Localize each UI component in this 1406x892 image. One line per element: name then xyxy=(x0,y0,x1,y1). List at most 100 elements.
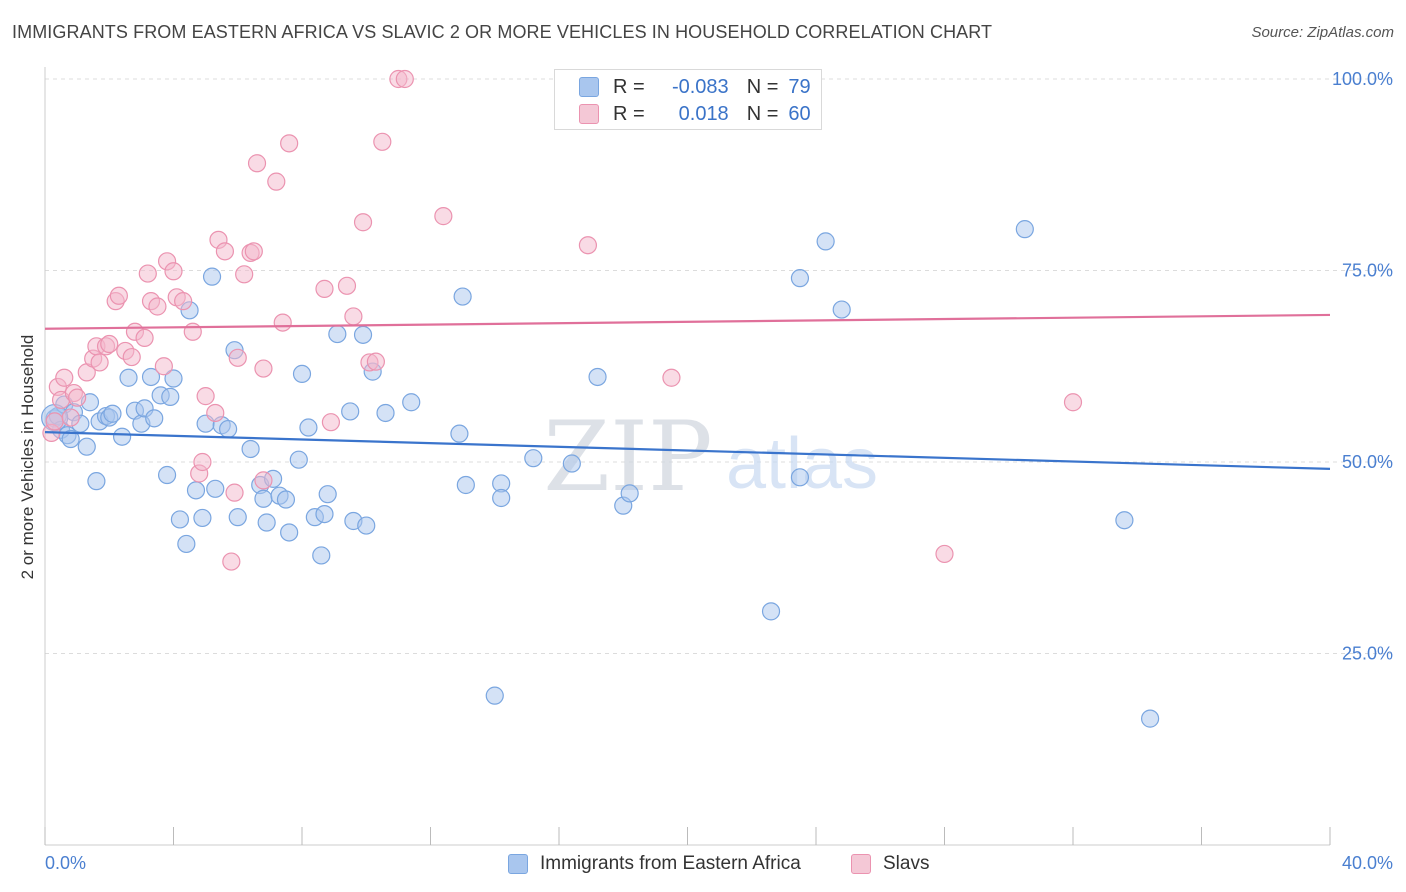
data-point xyxy=(588,367,607,387)
data-point xyxy=(254,489,273,508)
data-point xyxy=(254,359,273,378)
legend-n-value: 60 xyxy=(788,102,811,125)
trend-lines xyxy=(44,313,1331,470)
bottom-legend-swatch-pink xyxy=(851,854,871,874)
data-point xyxy=(373,132,392,151)
data-point xyxy=(170,510,190,529)
y-tick-label: 100.0% xyxy=(1332,69,1393,89)
data-point xyxy=(119,368,138,387)
data-point xyxy=(353,325,373,344)
watermark-atlas: atlas xyxy=(726,424,878,504)
data-point xyxy=(219,419,238,439)
data-point xyxy=(562,454,581,473)
x-tick-label-max: 40.0% xyxy=(1342,853,1393,873)
data-point xyxy=(578,236,598,255)
data-point xyxy=(254,471,273,490)
data-point xyxy=(161,387,180,406)
data-point xyxy=(90,353,109,372)
data-point xyxy=(662,368,681,387)
data-point xyxy=(273,313,292,332)
data-point xyxy=(135,328,154,348)
data-point xyxy=(376,403,395,423)
data-point xyxy=(402,393,421,412)
data-point xyxy=(164,369,183,388)
legend-n-label: N = xyxy=(746,75,779,98)
y-tick-label: 25.0% xyxy=(1342,644,1393,664)
legend-r-label: R = xyxy=(613,75,645,98)
data-point xyxy=(524,449,543,468)
data-point xyxy=(202,267,222,286)
data-point xyxy=(183,322,202,341)
data-point xyxy=(280,523,299,542)
bottom-legend-slavs: Slavs xyxy=(851,851,929,877)
data-point xyxy=(164,262,183,281)
data-point xyxy=(68,388,87,407)
data-point xyxy=(222,552,241,571)
bottom-legend-swatch-blue xyxy=(508,854,528,874)
data-point xyxy=(241,439,260,459)
data-point xyxy=(337,276,357,295)
data-point xyxy=(235,265,254,284)
data-point xyxy=(87,472,106,491)
data-point xyxy=(318,485,337,504)
data-point xyxy=(280,134,299,153)
data-point xyxy=(1115,511,1134,530)
data-point xyxy=(177,534,196,554)
data-point xyxy=(193,452,212,472)
watermark: ZIP atlas xyxy=(543,401,878,513)
data-point xyxy=(453,287,472,306)
data-point xyxy=(456,475,475,495)
data-point xyxy=(103,404,122,423)
legend-swatch-pink xyxy=(579,104,599,124)
legend-r-label: R = xyxy=(613,102,645,125)
y-tick-label: 50.0% xyxy=(1342,452,1393,472)
data-point xyxy=(122,347,141,367)
data-point xyxy=(247,154,267,173)
data-point xyxy=(1140,709,1160,728)
data-point xyxy=(193,508,212,528)
data-point xyxy=(196,387,215,406)
data-point xyxy=(620,484,639,503)
x-tick-label-min: 0.0% xyxy=(45,853,86,873)
legend-n-label: N = xyxy=(746,102,779,125)
data-point xyxy=(148,297,167,316)
data-point xyxy=(112,427,132,446)
correlation-legend: R = -0.083 N = 79 R = 0.018 N = 60 xyxy=(554,69,822,130)
data-point xyxy=(315,504,334,524)
data-point xyxy=(315,279,334,298)
data-point xyxy=(366,352,385,371)
data-point xyxy=(434,207,453,226)
data-point xyxy=(157,465,177,485)
data-point xyxy=(761,602,781,621)
data-point xyxy=(353,213,373,232)
data-point xyxy=(225,483,244,502)
legend-row-eastern-africa: R = -0.083 N = 79 xyxy=(579,74,811,100)
bottom-legend-label: Immigrants from Eastern Africa xyxy=(540,853,801,874)
chart-title: IMMIGRANTS FROM EASTERN AFRICA VS SLAVIC… xyxy=(12,22,993,42)
data-point xyxy=(357,516,376,535)
data-point xyxy=(450,424,469,443)
data-point xyxy=(244,242,263,261)
data-point xyxy=(276,490,296,509)
data-point xyxy=(109,286,128,305)
data-point xyxy=(790,269,810,288)
data-point xyxy=(55,368,74,387)
y-axis-title: 2 or more Vehicles in Household xyxy=(18,335,37,580)
data-point xyxy=(312,546,331,565)
legend-n-value: 79 xyxy=(788,75,811,98)
data-point xyxy=(257,513,276,532)
grid-lines xyxy=(45,78,1392,654)
data-point xyxy=(100,334,119,354)
data-point xyxy=(174,292,193,311)
data-point xyxy=(77,437,96,456)
data-point xyxy=(328,324,347,344)
bottom-legend-eastern-africa: Immigrants from Eastern Africa xyxy=(508,851,801,877)
data-point xyxy=(154,357,173,376)
data-point xyxy=(289,450,308,469)
data-point xyxy=(215,242,234,261)
data-point xyxy=(492,488,511,508)
bottom-legend-label: Slavs xyxy=(883,853,930,874)
source-label: Source: ZipAtlas.com xyxy=(1251,24,1394,41)
data-point xyxy=(1015,220,1034,239)
data-point xyxy=(145,409,164,428)
